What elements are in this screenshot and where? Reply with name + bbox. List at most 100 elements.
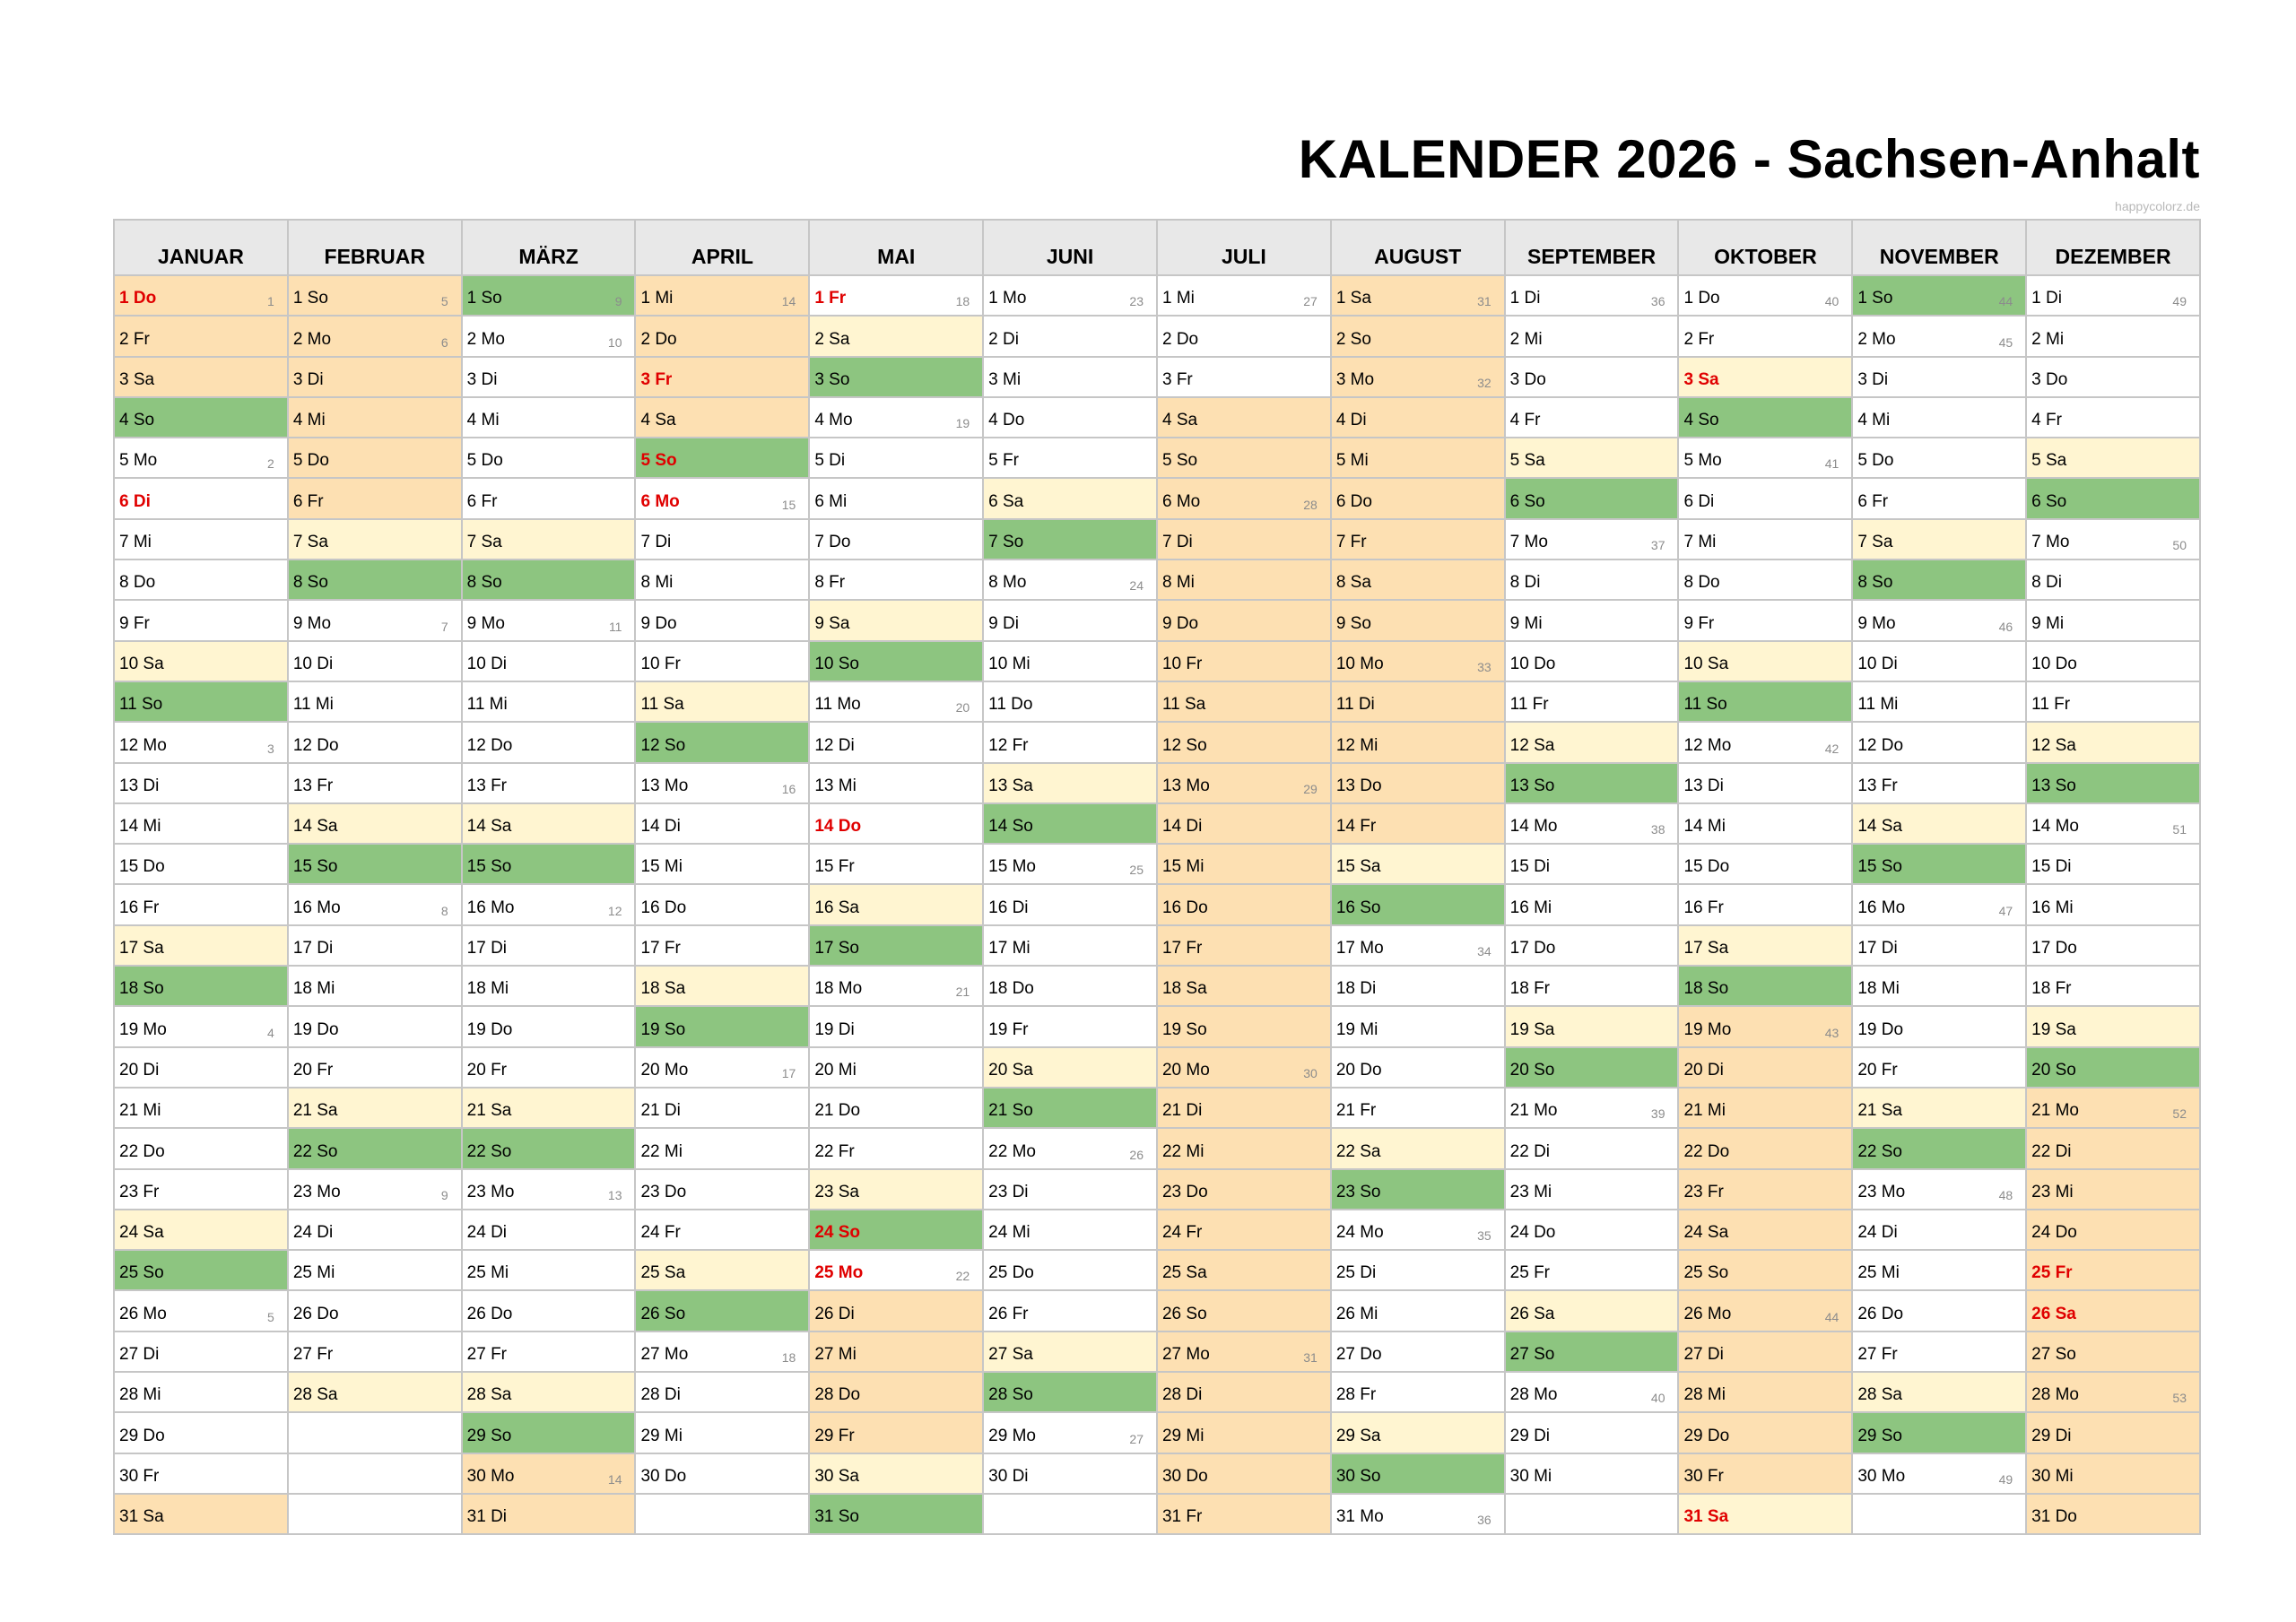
day-label: 27 Fr: [292, 1345, 334, 1365]
day-cell: 12 Fr: [984, 723, 1158, 764]
empty-cell: [984, 1494, 1158, 1536]
day-cell: 30 Sa: [810, 1453, 985, 1495]
day-label: 31 Sa: [119, 1507, 164, 1527]
day-cell: 10 Fr: [1157, 641, 1332, 682]
day-label: 20 Mo: [1161, 1060, 1210, 1080]
day-label: 1 Di: [2031, 289, 2062, 308]
day-cell: 16 Di: [984, 885, 1158, 926]
day-label: 7 Mo: [2031, 533, 2070, 552]
day-label: 28 Fr: [1335, 1385, 1377, 1405]
day-cell: 3 Sa: [1679, 357, 1854, 398]
day-cell: 29 Do: [115, 1413, 289, 1454]
day-cell: 5 Di: [810, 438, 985, 480]
day-cell: 5 Mo 2: [115, 438, 289, 480]
day-cell: 20 So: [1505, 1047, 1680, 1089]
day-cell: 8 Di: [2027, 560, 2201, 602]
day-cell: 2 Sa: [810, 317, 985, 358]
day-cell: 7 Sa: [462, 519, 637, 561]
day-cell: 25 So: [1679, 1251, 1854, 1292]
month-column-9: SEPTEMBER 1 Di 36 2 Mi 3 Do 4 Fr 5 Sa 6 So 7 Mo 3…: [1505, 221, 1680, 1536]
day-label: 8 Mi: [640, 573, 674, 593]
day-cell: 22 So: [462, 1129, 637, 1170]
day-cell: 24 Di: [288, 1210, 463, 1252]
day-label: 30 Mo: [466, 1466, 515, 1486]
day-label: 23 Fr: [119, 1182, 160, 1201]
day-cell: 2 Mi: [2027, 317, 2201, 358]
day-label: 26 Fr: [988, 1304, 1029, 1323]
day-cell: 30 Mi: [2027, 1453, 2201, 1495]
day-cell: 4 Do: [984, 397, 1158, 439]
day-label: 14 Fr: [1335, 817, 1377, 837]
day-label: 17 Sa: [1683, 939, 1729, 958]
year-calendar-grid: JANUAR 1 Do 1 2 Fr 3 Sa 4 So 5 Mo 2 6 Di 7 Mi 8 Do…: [113, 219, 2201, 1536]
day-cell: 3 Mi: [984, 357, 1158, 398]
week-number: 16: [781, 781, 796, 796]
day-label: 24 Di: [466, 1223, 508, 1243]
day-cell: 28 Mi: [1679, 1373, 1854, 1414]
day-label: 30 Do: [640, 1466, 687, 1486]
day-label: 24 Do: [2031, 1223, 2077, 1243]
day-label: 11 Mi: [1857, 695, 1899, 715]
day-label: 2 Fr: [119, 329, 150, 349]
day-label: 26 Sa: [2031, 1304, 2076, 1323]
day-cell: 6 Do: [1331, 479, 1506, 520]
day-label: 27 Di: [119, 1345, 160, 1365]
day-label: 2 Mi: [1509, 329, 1543, 349]
day-cell: 29 Fr: [810, 1413, 985, 1454]
day-label: 2 Do: [1161, 329, 1199, 349]
day-label: 10 Sa: [119, 654, 164, 673]
day-cell: 21 Mi: [115, 1088, 289, 1130]
day-cell: 22 Do: [115, 1129, 289, 1170]
day-label: 4 Fr: [2031, 411, 2062, 430]
day-cell: 3 Di: [288, 357, 463, 398]
day-cell: 1 Fr 18: [810, 276, 985, 317]
day-label: 15 So: [1857, 857, 1902, 877]
day-cell: 25 Fr: [2027, 1251, 2201, 1292]
day-cell: 20 So: [2027, 1047, 2201, 1089]
day-cell: 5 Sa: [1505, 438, 1680, 480]
day-label: 23 Mi: [2031, 1182, 2074, 1201]
day-label: 18 Sa: [640, 979, 686, 999]
day-cell: 2 Fr: [115, 317, 289, 358]
day-label: 19 Sa: [2031, 1019, 2076, 1039]
month-column-3: MÄRZ 1 So 9 2 Mo 10 3 Di 4 Mi 5 Do 6 Fr 7 Sa 8 So 9…: [462, 221, 637, 1536]
day-cell: 14 Mi: [115, 803, 289, 846]
day-cell: 6 Sa: [984, 479, 1158, 520]
day-cell: 1 Do 40: [1679, 276, 1854, 317]
day-cell: 16 Mo 8: [288, 885, 463, 926]
day-label: 30 Sa: [814, 1466, 859, 1486]
day-cell: 5 Mi: [1331, 438, 1506, 480]
day-cell: 1 So 9: [462, 276, 637, 317]
day-label: 9 Mo: [292, 613, 332, 633]
month-column-5: MAI 1 Fr 18 2 Sa 3 So 4 Mo 19 5 Di 6 Mi 7 Do 8 Fr 9…: [810, 221, 985, 1536]
day-cell: 8 So: [462, 560, 637, 602]
day-cell: 30 Do: [636, 1453, 811, 1495]
day-cell: 20 Mo 17: [636, 1047, 811, 1089]
day-cell: 14 Mi: [1679, 803, 1854, 846]
week-number: 28: [1303, 497, 1318, 512]
day-label: 11 Sa: [640, 695, 684, 715]
day-label: 11 Di: [1335, 695, 1375, 715]
day-label: 9 Do: [1161, 613, 1199, 633]
day-cell: 28 Di: [636, 1373, 811, 1414]
day-label: 2 Mi: [2031, 329, 2065, 349]
month-column-12: DEZEMBER 1 Di 49 2 Mi 3 Do 4 Fr 5 Sa 6 So 7 Mo 50…: [2027, 221, 2201, 1536]
day-cell: 11 So: [115, 681, 289, 724]
day-label: 4 Do: [988, 411, 1025, 430]
day-label: 3 Di: [466, 369, 498, 389]
day-label: 13 So: [1509, 776, 1555, 795]
day-cell: 31 Fr: [1157, 1494, 1332, 1536]
day-cell: 14 Do: [810, 803, 985, 846]
week-number: 18: [781, 1350, 796, 1366]
day-label: 19 Di: [814, 1019, 855, 1039]
day-cell: 10 Mo 33: [1331, 641, 1506, 682]
week-number: 42: [1824, 741, 1839, 756]
day-cell: 23 Do: [1157, 1169, 1332, 1210]
day-cell: 26 Di: [810, 1291, 985, 1332]
week-number: 39: [1650, 1106, 1665, 1122]
day-cell: 5 Fr: [984, 438, 1158, 480]
day-cell: 6 So: [2027, 479, 2201, 520]
day-label: 19 So: [640, 1019, 686, 1039]
day-cell: 14 Sa: [462, 803, 637, 846]
day-cell: 4 Mi: [288, 397, 463, 439]
